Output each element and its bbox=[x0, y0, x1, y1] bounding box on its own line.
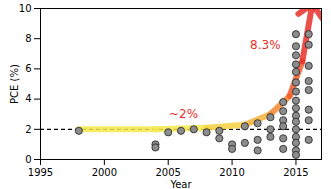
svg-text:2000: 2000 bbox=[92, 167, 117, 178]
svg-text:2: 2 bbox=[25, 124, 31, 135]
svg-text:~2%: ~2% bbox=[169, 107, 198, 121]
svg-text:Year: Year bbox=[169, 179, 192, 189]
svg-text:PCE (%): PCE (%) bbox=[9, 64, 20, 104]
svg-text:8.3%: 8.3% bbox=[250, 38, 281, 52]
svg-text:2010: 2010 bbox=[219, 167, 244, 178]
svg-text:4: 4 bbox=[25, 93, 31, 104]
svg-text:10: 10 bbox=[19, 3, 32, 14]
svg-text:1995: 1995 bbox=[28, 167, 53, 178]
svg-text:8: 8 bbox=[25, 33, 31, 44]
svg-text:0: 0 bbox=[25, 154, 31, 165]
svg-text:2005: 2005 bbox=[156, 167, 181, 178]
svg-text:6: 6 bbox=[25, 63, 31, 74]
svg-text:2015: 2015 bbox=[283, 167, 308, 178]
